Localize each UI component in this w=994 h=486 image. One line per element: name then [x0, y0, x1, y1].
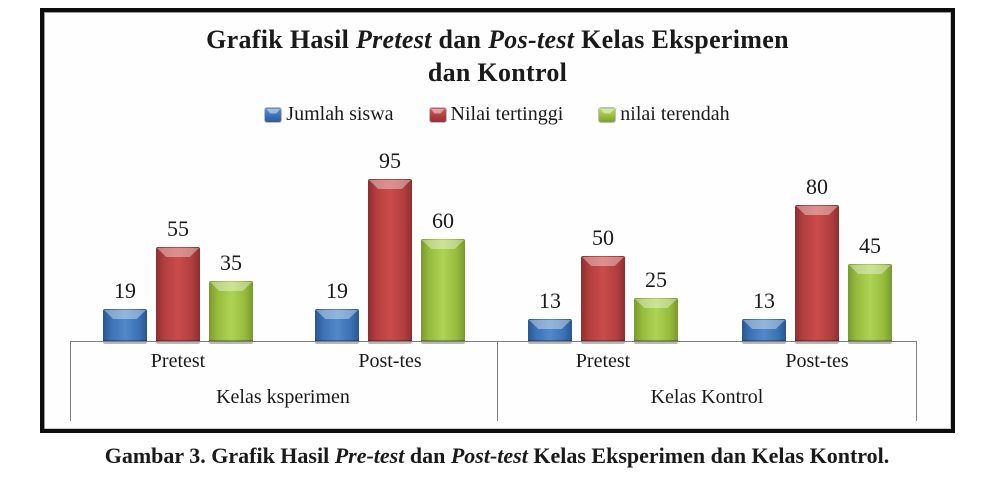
legend-swatch-green-icon	[599, 107, 616, 122]
caption-italic-pretest: Pre-test	[334, 443, 405, 468]
bar-jumlah-siswa	[528, 319, 572, 344]
group-label: Kelas Kontrol	[650, 386, 764, 408]
legend: Jumlah siswa Nilai tertinggi nilai teren…	[44, 103, 951, 126]
legend-label: nilai terendah	[620, 103, 730, 125]
bar-value-label: 25	[645, 267, 667, 292]
chart-frame: Grafik Hasil Pretest dan Pos-test Kelas …	[40, 8, 955, 433]
category-label: Pretest	[575, 350, 631, 372]
bar-value-label: 50	[592, 225, 614, 250]
caption-text: Kelas Eksperimen dan Kelas Kontrol.	[527, 443, 890, 468]
category-label: Post-tes	[785, 350, 849, 372]
chart-title-line2: dan Kontrol	[427, 57, 568, 87]
chart-title-text: dan	[431, 25, 489, 54]
caption-italic-posttest: Post-test	[450, 443, 528, 468]
bar-value-label: 60	[432, 208, 454, 233]
legend-item-jumlah-siswa: Jumlah siswa	[265, 103, 394, 126]
bar-value-label: 45	[859, 233, 881, 258]
axis-tick-left	[70, 342, 71, 421]
bar-nilai-tertinggi	[795, 205, 839, 344]
figure-caption: Gambar 3. Grafik Hasil Pre-test dan Post…	[0, 443, 994, 469]
bar-nilai-terendah	[209, 281, 253, 344]
caption-text: dan	[404, 443, 451, 468]
plot-area: 19 19 13 13 55 95 50 80 35 60 25 45	[70, 12, 917, 344]
category-label: Pretest	[150, 350, 206, 372]
bar-value-label: 19	[114, 278, 136, 303]
bar-nilai-terendah	[634, 298, 678, 344]
bar-value-label: 35	[220, 250, 242, 275]
legend-item-nilai-tertinggi: Nilai tertinggi	[429, 103, 564, 126]
bar-nilai-tertinggi	[368, 179, 412, 344]
category-label: Post-tes	[358, 350, 422, 372]
caption-text: Gambar 3. Grafik Hasil	[104, 443, 335, 468]
legend-swatch-blue-icon	[265, 107, 282, 122]
chart-title-text: Grafik Hasil	[206, 25, 356, 54]
bar-nilai-tertinggi	[581, 256, 625, 344]
legend-swatch-red-icon	[429, 107, 446, 122]
bar-jumlah-siswa	[742, 319, 786, 344]
bar-jumlah-siswa	[315, 309, 359, 344]
category-axis: Pretest Post-tes Pretest Post-tes Kelas kspe…	[70, 341, 917, 421]
chart-title-text: Kelas Eksperimen	[574, 25, 789, 54]
bar-value-label: 13	[539, 288, 561, 313]
legend-item-nilai-terendah: nilai terendah	[599, 103, 730, 126]
bar-value-label: 55	[167, 216, 189, 241]
axis-tick-right	[916, 342, 917, 421]
bar-value-label: 95	[379, 148, 401, 173]
chart-title-italic-postest: Pos-test	[488, 25, 575, 54]
bar-nilai-terendah	[421, 239, 465, 344]
chart-title-italic-pretest: Pretest	[355, 25, 432, 54]
legend-label: Nilai tertinggi	[450, 103, 564, 125]
group-label: Kelas ksperimen	[216, 386, 350, 408]
bar-value-label: 13	[753, 288, 775, 313]
chart-title: Grafik Hasil Pretest dan Pos-test Kelas …	[158, 24, 838, 89]
bar-value-label: 19	[326, 278, 348, 303]
axis-tick-middle	[497, 342, 498, 421]
bar-jumlah-siswa	[103, 309, 147, 344]
bar-nilai-terendah	[848, 264, 892, 344]
bar-nilai-tertinggi	[156, 247, 200, 344]
legend-label: Jumlah siswa	[286, 103, 394, 125]
bar-value-label: 80	[806, 174, 828, 199]
